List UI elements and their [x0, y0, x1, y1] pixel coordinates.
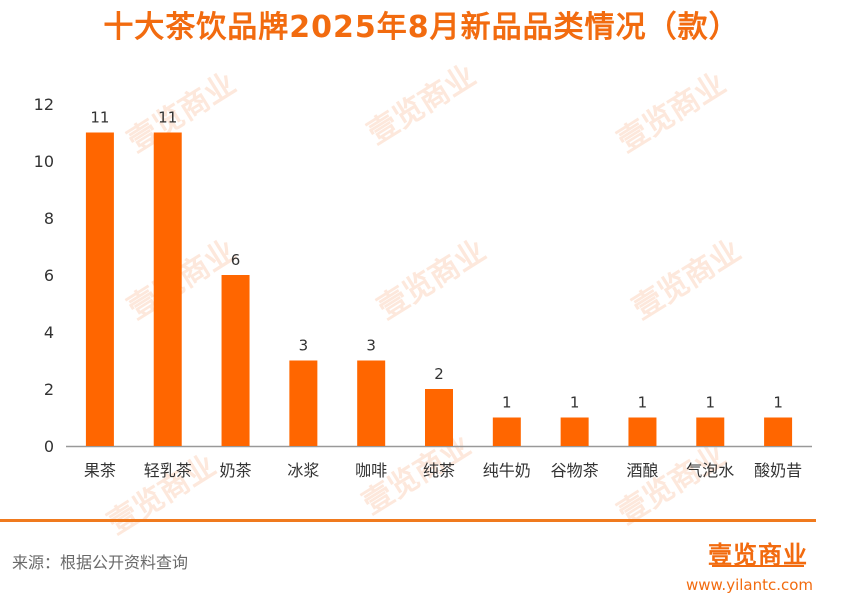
bar — [492, 417, 521, 446]
x-tick-label: 轻乳茶 — [144, 461, 192, 480]
data-label: 3 — [299, 337, 309, 355]
brand-url: www.yilantc.com — [686, 576, 814, 594]
x-tick-label: 咖啡 — [355, 461, 387, 480]
footer-divider — [0, 519, 816, 522]
bar — [560, 417, 589, 446]
bar-chart: 02468101211果茶11轻乳茶6奶茶3冰浆3咖啡2纯茶1纯牛奶1谷物茶1酒… — [34, 95, 812, 480]
bar — [85, 132, 114, 446]
data-label: 1 — [705, 394, 715, 412]
data-label: 11 — [90, 109, 109, 127]
y-tick-label: 10 — [34, 152, 54, 171]
y-tick-label: 4 — [44, 323, 54, 342]
y-tick-label: 12 — [34, 95, 54, 114]
y-tick-label: 8 — [44, 209, 54, 228]
data-label: 1 — [773, 394, 783, 412]
data-label: 11 — [158, 109, 177, 127]
chart-title: 十大茶饮品牌2025年8月新品品类情况（款） — [103, 10, 740, 45]
x-tick-label: 冰浆 — [287, 461, 319, 480]
x-tick-label: 气泡水 — [686, 461, 734, 480]
data-label: 1 — [570, 394, 580, 412]
bar — [153, 132, 182, 446]
x-tick-label: 纯茶 — [423, 461, 455, 480]
x-tick-label: 果茶 — [84, 461, 116, 480]
y-tick-label: 0 — [44, 437, 54, 456]
bar — [628, 417, 657, 446]
bar — [696, 417, 725, 446]
data-label: 1 — [638, 394, 648, 412]
data-label: 3 — [366, 337, 376, 355]
x-tick-label: 纯牛奶 — [483, 461, 531, 480]
bar — [357, 360, 386, 446]
x-tick-label: 酸奶昔 — [754, 461, 802, 480]
x-tick-label: 谷物茶 — [551, 461, 599, 480]
bar — [764, 417, 793, 446]
data-label: 6 — [231, 251, 241, 269]
data-label: 1 — [502, 394, 512, 412]
brand-logo: 壹览商业 — [706, 535, 810, 570]
x-tick-label: 酒酿 — [626, 461, 658, 480]
x-tick-label: 奶茶 — [220, 461, 252, 480]
data-label: 2 — [434, 365, 444, 383]
bar — [425, 389, 453, 446]
bar — [221, 275, 250, 446]
source-note: 来源：根据公开资料查询 — [12, 553, 189, 572]
y-tick-label: 2 — [44, 380, 54, 399]
bar — [289, 360, 318, 446]
y-tick-label: 6 — [44, 266, 54, 285]
